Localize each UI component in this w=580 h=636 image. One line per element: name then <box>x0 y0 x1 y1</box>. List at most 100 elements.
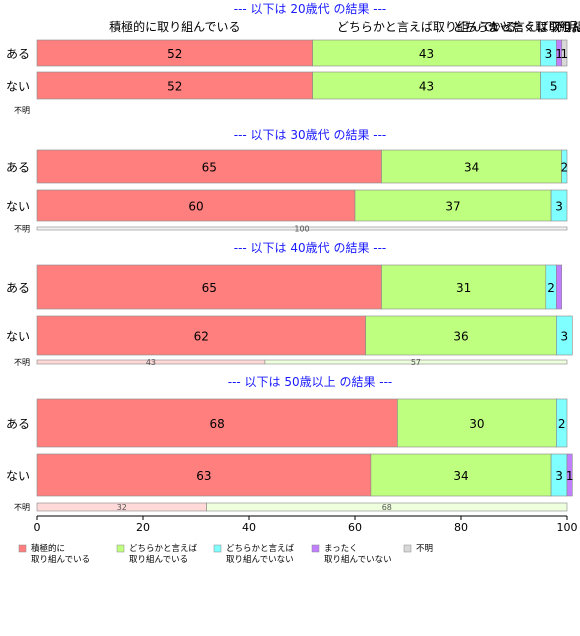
legend-swatch-4 <box>403 544 412 553</box>
legend-swatch-0 <box>18 544 27 553</box>
group-1-row-1-segment-2 <box>550 189 568 222</box>
group-2-row-1-segment-0 <box>36 315 366 356</box>
group-2: --- 以下は 40歳代 の結果 --- ある 65 31 2 ない 62 36 3 不明 43 57 <box>6 241 573 367</box>
group-2-row-1-value-label-1: 36 <box>453 330 468 344</box>
group-0-row-0-segment-4 <box>561 39 568 67</box>
legend-swatch-1 <box>116 544 125 553</box>
group-3-row-0-value-label-1: 30 <box>469 417 484 431</box>
legend-label-2-line-1: 取り組んでいない <box>226 554 294 565</box>
x-tick-label-0: 0 <box>34 521 41 534</box>
group-3-row-1-value-label-1: 34 <box>453 469 468 483</box>
group-1-row-1-value-label-1: 37 <box>445 200 460 214</box>
x-tick-label-2: 40 <box>242 521 256 534</box>
legend-swatch-2 <box>213 544 222 553</box>
group-2-row-0-value-label-0: 65 <box>202 281 217 295</box>
group-2-row-1-value-label-2: 3 <box>561 330 569 344</box>
group-3-row-1-value-label-3: 1 <box>566 469 574 483</box>
group-0-row-0-segment-0 <box>36 39 313 67</box>
group-2-row-0-label: ある <box>6 281 30 295</box>
group-0: --- 以下は 20歳代 の結果 --- ある 52 43 3 11 ない 52 43 5 不明 <box>6 2 568 115</box>
group-0-row-0-value-label-3: 1 <box>555 47 563 61</box>
group-1-row-0-value-label-2: 2 <box>561 161 569 175</box>
group-2-row-1-segment-1 <box>365 315 557 356</box>
column-header-1: どちらかと言えば取り組んでいる <box>337 20 516 34</box>
group-3-unknown-segment-1 <box>206 502 568 512</box>
group-2-row-0-value-label-1: 31 <box>456 281 471 295</box>
group-0-row-1-segment-2 <box>540 71 568 100</box>
group-title-0: --- 以下は 20歳代 の結果 --- <box>234 2 387 16</box>
group-title-2: --- 以下は 40歳代 の結果 --- <box>234 241 387 255</box>
group-1-row-0-segment-2 <box>561 149 568 184</box>
group-3-row-0-segment-1 <box>397 398 557 448</box>
group-0-row-1-label: ない <box>6 80 30 94</box>
x-tick-label-5: 100 <box>557 521 578 534</box>
group-2-row-0-segment-0 <box>36 264 382 310</box>
group-0-row-1-value-label-1: 43 <box>419 80 434 94</box>
group-1-row-0-segment-0 <box>36 149 382 184</box>
group-1-row-0-value-label-1: 34 <box>464 161 479 175</box>
group-3-row-1-label: ない <box>6 469 30 483</box>
group-2-unknown-segment-1 <box>264 359 568 365</box>
legend: 積極的に取り組んでいるどちらかと言えば取り組んでいるどちらかと言えば取り組んでい… <box>18 543 433 565</box>
group-0-row-0-value-label-4: 1 <box>561 47 569 61</box>
group-3-row-0-value-label-0: 68 <box>210 417 225 431</box>
group-0-row-1-segment-1 <box>312 71 541 100</box>
chart-groups: 積極的に取り組んでいる どちらかと言えば取り組んでいるどちらかと言えば取り組んでい… <box>6 2 580 512</box>
column-header-0: 積極的に取り組んでいる <box>109 19 240 34</box>
group-0-row-1-value-label-0: 52 <box>167 80 182 94</box>
group-1-row-1-segment-1 <box>354 189 552 222</box>
group-1-row-0-label: ある <box>6 161 30 175</box>
group-2-unknown-value-label-1: 57 <box>411 358 421 367</box>
legend-label-3-line-0: まったく <box>324 544 358 554</box>
legend-label-1-line-1: 取り組んでいる <box>129 554 188 565</box>
group-1-row-1-value-label-0: 60 <box>188 200 203 214</box>
legend-label-4-line-0: 不明 <box>416 544 433 554</box>
group-1-row-1-segment-0 <box>36 189 356 222</box>
column-header-4: 不明 <box>552 20 576 34</box>
legend-label-1-line-0: どちらかと言えば <box>129 543 198 554</box>
group-0-row-0-label: ある <box>6 47 30 61</box>
group-1-row-0-value-label-0: 65 <box>202 161 217 175</box>
group-2-row-1-label: ない <box>6 330 30 344</box>
group-0-row-0-value-label-0: 52 <box>167 47 182 61</box>
group-title-3: --- 以下は 50歳以上 の結果 --- <box>228 375 393 389</box>
group-1-unknown-value-label-4: 100 <box>294 225 309 234</box>
legend-swatch-3 <box>311 544 320 553</box>
group-3-row-1-value-label-0: 63 <box>196 469 211 483</box>
legend-label-2-line-0: どちらかと言えば <box>226 543 295 554</box>
group-0-row-0-segment-1 <box>312 39 541 67</box>
group-title-1: --- 以下は 30歳代 の結果 --- <box>234 128 387 142</box>
legend-item-0: 積極的に取り組んでいる <box>18 543 90 565</box>
group-2-unknown-value-label-0: 43 <box>146 358 156 367</box>
group-1-unknown-label: 不明 <box>14 225 30 234</box>
x-tick-label-4: 80 <box>454 521 468 534</box>
group-3-row-1-segment-3 <box>566 453 573 497</box>
legend-item-4: 不明 <box>403 544 433 554</box>
group-1-row-1-value-label-2: 3 <box>555 200 563 214</box>
x-axis: 0 20 40 60 80 100 <box>34 515 578 534</box>
group-2-row-1-segment-2 <box>556 315 573 356</box>
legend-label-0-line-1: 取り組んでいる <box>31 554 90 565</box>
legend-label-0-line-0: 積極的に <box>31 543 65 554</box>
group-2-row-0-segment-3 <box>556 264 563 310</box>
group-0-row-1-segment-0 <box>36 71 313 100</box>
group-2-unknown-label: 不明 <box>14 358 30 367</box>
group-2-row-0-segment-1 <box>381 264 547 310</box>
group-2-row-1-value-label-0: 62 <box>194 330 209 344</box>
group-3-unknown-value-label-0: 32 <box>117 503 127 512</box>
group-1-unknown-segment-4 <box>36 226 568 231</box>
x-tick-label-3: 60 <box>348 521 362 534</box>
group-3-row-0-segment-0 <box>36 398 398 448</box>
group-1-row-1-label: ない <box>6 200 30 214</box>
x-tick-label-1: 20 <box>136 521 150 534</box>
group-3-row-0-value-label-2: 2 <box>558 417 566 431</box>
group-3-row-0-segment-2 <box>556 398 568 448</box>
group-3-row-1-segment-0 <box>36 453 372 497</box>
group-1: --- 以下は 30歳代 の結果 --- ある 65 34 2 ない 60 37 3 不明 100 <box>6 128 568 234</box>
group-3-unknown-value-label-1: 68 <box>382 503 392 512</box>
group-0-row-1-value-label-2: 5 <box>550 80 558 94</box>
